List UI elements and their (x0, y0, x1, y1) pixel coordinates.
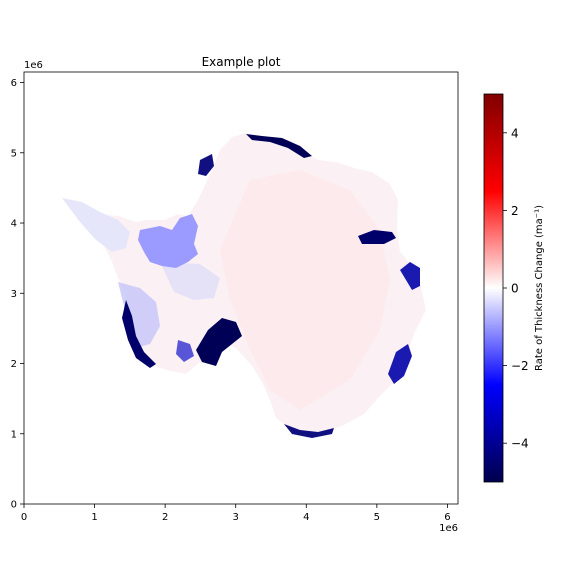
y-tick-label: 1 (11, 429, 17, 440)
colorbar (483, 93, 504, 483)
y-tick-label: 2 (11, 359, 17, 370)
thinning-pine-island (176, 340, 194, 362)
x-tick-label: 4 (303, 512, 309, 523)
y-tick-label: 5 (11, 148, 17, 159)
axes-frame (23, 71, 459, 505)
y-offset-label: 1e6 (24, 60, 43, 71)
x-tick-label: 5 (374, 512, 380, 523)
masked-ice-shelf (138, 214, 198, 268)
x-tick-label: 2 (162, 512, 168, 523)
colorbar-tick-label: 4 (511, 126, 519, 140)
thinning-amundsen (196, 318, 242, 366)
thinning-totten (284, 424, 334, 438)
colorbar-tick-label: −2 (511, 359, 529, 373)
heatmap-image (62, 133, 426, 438)
thinning-east-3 (388, 344, 412, 384)
x-axis: 0 1 2 3 4 5 6 (21, 504, 451, 523)
thinning-coast-west (122, 300, 156, 368)
thinning-north-coast (246, 134, 312, 158)
thinning-east-2 (400, 262, 420, 290)
colorbar-tick-label: 2 (511, 204, 519, 218)
peninsula (62, 198, 130, 252)
colorbar-tick-label: 0 (511, 282, 519, 296)
chart-title: Example plot (202, 55, 281, 69)
y-tick-label: 4 (11, 219, 17, 230)
x-tick-label: 1 (91, 512, 97, 523)
colorbar-axis: −4 −2 0 2 4 (503, 126, 529, 451)
x-tick-label: 6 (444, 512, 450, 523)
colorbar-label: Rate of Thickness Change (ma⁻¹) (534, 205, 545, 371)
x-offset-label: 1e6 (439, 523, 458, 534)
colorbar-tick-label: −4 (511, 437, 529, 451)
thinning-nw (198, 154, 214, 176)
y-axis: 0 1 2 3 4 5 6 (11, 78, 24, 511)
y-tick-label: 6 (11, 78, 17, 89)
thinning-east-1 (358, 230, 396, 244)
y-tick-label: 3 (11, 289, 17, 300)
ross-region (160, 262, 220, 300)
y-tick-label: 0 (11, 500, 17, 511)
ice-sheet-interior (220, 170, 390, 410)
x-tick-label: 0 (21, 512, 27, 523)
x-tick-label: 3 (233, 512, 239, 523)
west-antarctic-thinning (118, 282, 160, 348)
